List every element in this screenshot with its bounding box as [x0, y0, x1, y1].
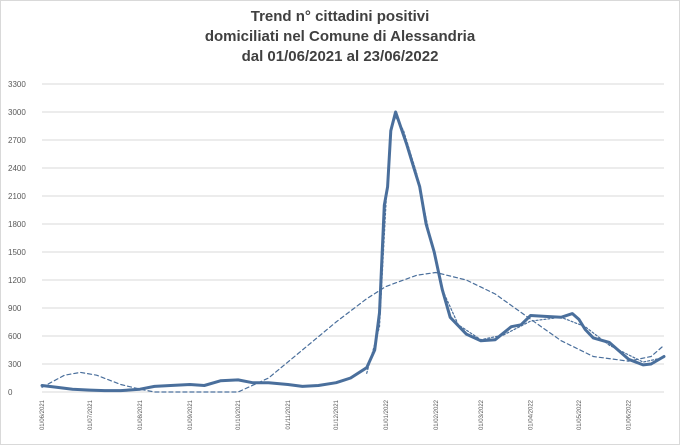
gridlines [42, 83, 664, 393]
x-tick-label: 01/02/2022 [434, 399, 440, 430]
y-tick-label: 600 [8, 332, 22, 341]
y-tick-label: 1800 [8, 220, 26, 229]
y-axis-ticks: 0 300 600 900 1200 1500 1800 2100 2400 2700 3000 33… [8, 80, 26, 397]
y-tick-label: 2700 [8, 136, 26, 145]
y-tick-label: 1500 [8, 248, 26, 257]
x-tick-label: 01/03/2022 [479, 399, 485, 430]
x-tick-label: 01/09/2021 [188, 399, 194, 430]
y-tick-label: 3000 [8, 108, 26, 117]
chart-title-line-2: domiciliati nel Comune di Alessandria [204, 28, 476, 45]
series-line-solid [40, 110, 666, 393]
series-line-dashed [41, 271, 665, 393]
x-tick-label: 01/07/2021 [88, 399, 94, 430]
x-tick-label: 01/06/2021 [40, 399, 46, 430]
x-tick-label: 01/11/2021 [286, 399, 292, 429]
x-tick-label: 01/01/2022 [384, 399, 390, 430]
y-tick-label: 900 [8, 304, 22, 313]
y-tick-label: 2400 [8, 164, 26, 173]
y-tick-label: 300 [8, 360, 22, 369]
x-tick-label: 01/08/2021 [138, 399, 144, 430]
series-lines [40, 110, 666, 393]
x-tick-label: 01/12/2021 [334, 399, 340, 430]
series-line-dotted [366, 116, 665, 374]
x-tick-label: 01/10/2021 [236, 399, 242, 430]
x-axis-ticks: 01/06/2021 01/07/2021 01/08/2021 01/09/2021… [40, 399, 633, 430]
y-tick-label: 2100 [8, 192, 26, 201]
y-tick-label: 0 [8, 388, 13, 397]
y-tick-label: 1200 [8, 276, 26, 285]
y-tick-label: 3300 [8, 80, 26, 89]
x-tick-label: 01/04/2022 [529, 399, 535, 430]
x-tick-label: 01/05/2022 [577, 399, 583, 430]
chart-title: Trend n° cittadini positivi domiciliati … [0, 7, 680, 67]
chart-title-line-3: dal 01/06/2021 al 23/06/2022 [241, 48, 439, 65]
x-tick-label: 01/06/2022 [627, 399, 633, 430]
chart-title-line-1: Trend n° cittadini positivi [250, 8, 430, 25]
